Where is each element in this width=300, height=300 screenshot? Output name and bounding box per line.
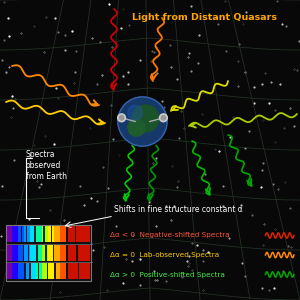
Bar — [18, 245, 24, 261]
Bar — [52, 244, 54, 261]
Bar — [34, 226, 36, 243]
Bar — [54, 226, 60, 242]
Bar — [48, 245, 54, 261]
Bar — [75, 226, 76, 243]
Bar — [12, 263, 18, 279]
Bar — [30, 245, 36, 261]
Text: Spectra
observed
from Earth: Spectra observed from Earth — [26, 150, 67, 181]
Bar — [24, 245, 30, 261]
Bar — [60, 245, 66, 261]
Circle shape — [160, 114, 167, 122]
Bar — [24, 263, 30, 279]
Bar — [54, 245, 60, 261]
Bar — [36, 226, 42, 242]
Bar — [6, 225, 91, 280]
Circle shape — [118, 97, 167, 146]
Bar — [36, 245, 42, 261]
Bar — [48, 263, 54, 279]
Bar — [22, 244, 24, 261]
Bar — [12, 226, 18, 242]
Text: Δα < 0  Negative-shifted Spectra: Δα < 0 Negative-shifted Spectra — [110, 232, 229, 238]
Bar — [51, 226, 52, 243]
Circle shape — [128, 105, 142, 120]
Text: Shifts in fine structure constant α: Shifts in fine structure constant α — [114, 205, 243, 214]
Bar — [68, 263, 90, 279]
Bar — [6, 245, 12, 261]
Bar — [18, 226, 24, 242]
Bar — [78, 263, 80, 280]
Bar — [6, 226, 12, 242]
Circle shape — [118, 114, 125, 122]
Bar — [36, 263, 42, 279]
Text: Light from Distant Quasars: Light from Distant Quasars — [131, 14, 277, 22]
Bar — [30, 263, 36, 279]
Bar — [54, 263, 60, 279]
Circle shape — [119, 116, 124, 120]
Bar — [6, 263, 12, 279]
Bar — [48, 226, 54, 242]
Bar — [38, 263, 39, 280]
Bar — [60, 263, 66, 279]
Circle shape — [128, 119, 145, 136]
Bar — [46, 263, 48, 280]
Bar — [43, 226, 45, 243]
Bar — [6, 225, 91, 244]
Bar — [42, 226, 48, 242]
Bar — [12, 245, 18, 261]
Text: Δα = 0  Lab-observed Spectra: Δα = 0 Lab-observed Spectra — [110, 252, 219, 258]
Bar — [30, 226, 36, 242]
Bar — [45, 244, 46, 261]
Bar — [36, 244, 38, 261]
Bar — [6, 262, 91, 280]
Circle shape — [132, 105, 159, 132]
Circle shape — [161, 116, 166, 120]
Bar — [6, 244, 91, 262]
Bar — [42, 245, 48, 261]
Bar — [28, 244, 29, 261]
Bar — [18, 263, 24, 279]
Bar — [29, 263, 31, 280]
Bar — [42, 263, 48, 279]
Bar — [68, 245, 90, 261]
Bar — [76, 244, 78, 261]
Bar — [60, 226, 66, 242]
Bar — [24, 263, 26, 280]
Bar — [26, 226, 27, 243]
Bar — [24, 226, 30, 242]
Bar — [68, 226, 90, 242]
Bar — [54, 263, 56, 280]
Bar — [21, 226, 22, 243]
Text: Δα > 0  Positive-shifted Spectra: Δα > 0 Positive-shifted Spectra — [110, 272, 224, 278]
